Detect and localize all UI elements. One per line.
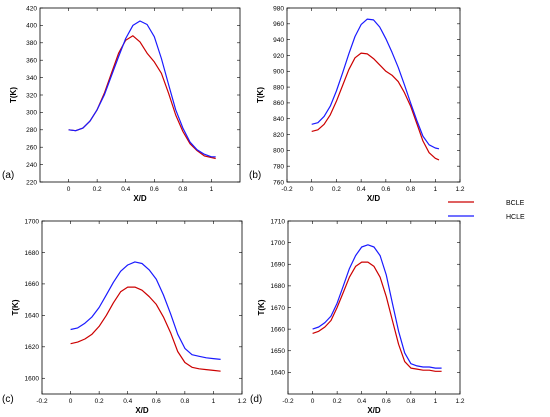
series-line-bcle — [312, 261, 442, 372]
y-tick-label: 420 — [26, 5, 37, 12]
y-axis-label: T(K) — [256, 87, 265, 103]
x-tick-label: 0.2 — [332, 186, 341, 193]
y-tick-label: 220 — [26, 179, 37, 186]
x-tick-label: 0.4 — [123, 398, 132, 405]
x-axis-label: X/D — [135, 406, 149, 415]
plot-frame — [286, 7, 461, 183]
x-tick-label: 0.6 — [150, 186, 159, 193]
y-tick-label: 380 — [26, 40, 37, 47]
y-tick-label: 1660 — [25, 281, 40, 288]
panel-label: (b) — [249, 170, 261, 181]
x-tick-label: 0.2 — [333, 398, 342, 405]
legend: BCLE HCLE — [448, 200, 525, 221]
x-tick-label: 1.2 — [237, 398, 246, 405]
y-tick-label: 400 — [26, 23, 37, 30]
x-tick-label: -0.2 — [281, 186, 293, 193]
y-tick-label: 1650 — [271, 348, 286, 355]
x-tick-label: 0 — [311, 398, 315, 405]
y-tick-label: 840 — [273, 116, 284, 123]
y-tick-label: 780 — [273, 163, 284, 170]
y-tick-label: 320 — [26, 92, 37, 99]
y-tick-label: 760 — [273, 179, 284, 186]
panel-2: -0.2 0 0.2 0.4 0.6 0.8 1 1.2 760 780 800 820 840 860 8… — [249, 5, 465, 203]
x-tick-label: 0.6 — [381, 186, 390, 193]
x-tick-label: 0.8 — [180, 398, 189, 405]
y-tick-label: 240 — [26, 162, 37, 169]
y-tick-label: 1680 — [25, 250, 40, 257]
panel-3: -0.2 0 0.2 0.4 0.6 0.8 1 1.2 1600 1620 1640 1660 168… — [2, 218, 247, 415]
legend-label-hcle: HCLE — [506, 214, 525, 221]
y-tick-label: 1690 — [271, 262, 286, 269]
x-tick-label: 1 — [210, 186, 214, 193]
y-tick-label: 920 — [273, 53, 284, 60]
y-tick-label: 940 — [273, 37, 284, 44]
series-line-hcle — [68, 20, 216, 158]
panel-1: 0 0.2 0.4 0.6 0.8 1 220 240 260 280 300 320 340 360 38… — [2, 5, 241, 203]
series-line-hcle — [311, 18, 440, 150]
series-line-hcle — [312, 244, 442, 369]
x-tick-label: 0.6 — [152, 398, 161, 405]
x-tick-label: 1.2 — [455, 186, 464, 193]
x-tick-label: 1 — [212, 398, 216, 405]
panel-label: (d) — [250, 394, 262, 405]
y-tick-label: 1680 — [271, 283, 286, 290]
x-tick-label: 0.4 — [121, 186, 130, 193]
y-tick-label: 1670 — [271, 305, 286, 312]
y-tick-label: 260 — [26, 145, 37, 152]
x-tick-label: 1 — [433, 186, 437, 193]
x-tick-label: 0.6 — [382, 398, 391, 405]
y-tick-label: 900 — [273, 69, 284, 76]
y-tick-label: 980 — [273, 5, 284, 12]
y-tick-label: 1600 — [25, 376, 40, 383]
series-line-bcle — [70, 286, 221, 372]
y-tick-label: 960 — [273, 21, 284, 28]
x-tick-label: 0.4 — [357, 186, 366, 193]
y-tick-label: 880 — [273, 84, 284, 91]
x-tick-label: 0.8 — [406, 186, 415, 193]
y-axis-label: T(K) — [11, 299, 20, 315]
y-tick-label: 280 — [26, 127, 37, 134]
x-tick-label: 0.2 — [95, 398, 104, 405]
x-axis-label: X/D — [133, 194, 147, 203]
y-tick-label: 1710 — [271, 218, 286, 225]
y-tick-label: 1640 — [271, 370, 286, 377]
y-tick-label: 1660 — [271, 326, 286, 333]
x-tick-label: 0 — [67, 186, 71, 193]
panel-label: (a) — [2, 170, 14, 181]
x-tick-label: -0.2 — [282, 398, 294, 405]
x-tick-label: 0.8 — [178, 186, 187, 193]
y-tick-label: 360 — [26, 58, 37, 65]
x-axis-label: X/D — [367, 194, 381, 203]
x-axis-label: X/D — [367, 406, 381, 415]
series-line-hcle — [70, 261, 221, 360]
panels: 0 0.2 0.4 0.6 0.8 1 220 240 260 280 300 320 340 360 38… — [2, 5, 465, 415]
x-tick-label: -0.2 — [36, 398, 48, 405]
y-tick-label: 340 — [26, 75, 37, 82]
x-tick-label: 0.2 — [93, 186, 102, 193]
y-tick-label: 1700 — [25, 218, 40, 225]
x-tick-label: 0 — [310, 186, 314, 193]
panel-4: -0.2 0 0.2 0.4 0.6 0.8 1 1.2 1640 1650 1660 1670 168… — [250, 218, 465, 415]
y-tick-label: 800 — [273, 148, 284, 155]
x-tick-label: 0.8 — [406, 398, 415, 405]
y-tick-label: 1620 — [25, 344, 40, 351]
y-axis-label: T(K) — [257, 299, 266, 315]
y-tick-label: 1700 — [271, 240, 286, 247]
x-tick-label: 0 — [69, 398, 73, 405]
x-tick-label: 1.2 — [455, 398, 464, 405]
plot-frame — [41, 220, 243, 395]
x-tick-label: 0.4 — [357, 398, 366, 405]
y-tick-label: 820 — [273, 132, 284, 139]
series-line-bcle — [68, 35, 216, 160]
y-tick-label: 860 — [273, 100, 284, 107]
y-tick-label: 300 — [26, 110, 37, 117]
x-tick-label: 1 — [434, 398, 438, 405]
series-line-bcle — [311, 52, 440, 161]
y-axis-label: T(K) — [9, 87, 18, 103]
legend-label-bcle: BCLE — [506, 200, 525, 207]
panel-label: (c) — [2, 394, 14, 405]
y-tick-label: 1640 — [25, 313, 40, 320]
